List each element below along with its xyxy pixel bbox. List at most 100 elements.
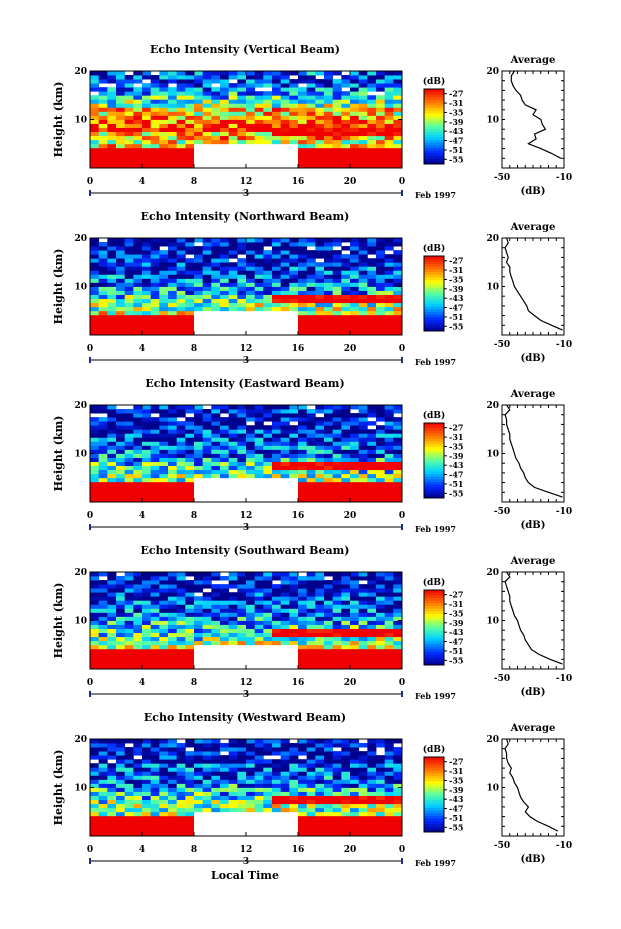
heatmap-cell — [324, 143, 334, 149]
date-label: 3 — [243, 523, 249, 533]
heatmap-cell — [150, 791, 160, 796]
heatmap-cell — [341, 608, 351, 613]
heatmap-cell — [202, 298, 212, 304]
heatmap-cell — [220, 298, 230, 304]
heatmap-cell — [254, 803, 264, 809]
heatmap-cell — [306, 644, 316, 650]
heatmap-cell — [367, 107, 377, 112]
heatmap-cell — [133, 262, 143, 267]
heatmap-cell — [202, 604, 212, 609]
heatmap-cell — [393, 493, 403, 499]
heatmap-cell — [393, 147, 403, 153]
heatmap-cell — [246, 139, 256, 145]
colorbar-tick-label: -51 — [449, 646, 463, 656]
heatmap-cell — [367, 306, 377, 312]
heatmap-cell — [159, 664, 169, 670]
heatmap-cell — [367, 636, 377, 642]
heatmap-cell — [133, 306, 143, 312]
heatmap-cell — [107, 262, 117, 267]
heatmap-cell — [272, 791, 282, 796]
heatmap-cell — [280, 270, 290, 275]
colorbar-segment — [424, 126, 444, 130]
heatmap-cell — [358, 91, 368, 96]
heatmap-cell — [341, 322, 351, 328]
heatmap-cell — [202, 294, 212, 300]
heatmap-cell — [384, 795, 394, 801]
colorbar-tick-label: -51 — [449, 145, 463, 155]
heatmap-cell — [306, 421, 316, 426]
heatmap-cell — [116, 787, 126, 792]
heatmap-cell — [98, 306, 108, 312]
heatmap-cell — [263, 95, 273, 100]
heatmap-cell — [220, 453, 230, 458]
x-tick-label: 12 — [240, 678, 253, 688]
heatmap-cell — [358, 421, 368, 426]
heatmap-cell — [350, 636, 360, 642]
heatmap-cell — [376, 330, 386, 336]
heatmap-cell — [393, 409, 403, 414]
heatmap-cell — [315, 330, 325, 336]
heatmap-cell — [124, 131, 134, 137]
heatmap-cell — [98, 127, 108, 133]
heatmap-cell — [254, 608, 264, 613]
heatmap-cell — [384, 246, 394, 251]
heatmap-cell — [228, 437, 238, 442]
heatmap-cell — [168, 600, 178, 605]
heatmap-cell — [315, 624, 325, 629]
heatmap-cell — [90, 787, 100, 792]
heatmap-cell — [220, 95, 230, 100]
heatmap-cell — [98, 640, 108, 646]
heatmap-cell — [237, 258, 247, 263]
heatmap-cell — [228, 429, 238, 434]
heatmap-cell — [228, 95, 238, 100]
heatmap-cell — [116, 71, 126, 76]
heatmap-cell — [150, 588, 160, 593]
heatmap-cell — [168, 238, 178, 243]
heatmap-cell — [298, 270, 308, 275]
heatmap-cell — [194, 306, 204, 312]
heatmap-cell — [176, 465, 186, 471]
heatmap-cell — [350, 600, 360, 605]
heatmap-cell — [367, 75, 377, 80]
heatmap-cell — [237, 103, 247, 108]
heatmap-cell — [289, 624, 299, 629]
heatmap-cell — [133, 767, 143, 772]
heatmap-cell — [263, 580, 273, 585]
heatmap-cell — [350, 242, 360, 247]
heatmap-cell — [384, 107, 394, 112]
heatmap-cell — [211, 592, 221, 597]
heatmap-cell — [298, 473, 308, 479]
heatmap-cell — [315, 103, 325, 108]
colorbar-segment — [424, 436, 444, 440]
heatmap-cell — [272, 417, 282, 422]
heatmap-cell — [350, 775, 360, 780]
heatmap-cell — [393, 250, 403, 255]
heatmap-cell — [107, 739, 117, 744]
heatmap-cell — [124, 445, 134, 450]
heatmap-cell — [315, 791, 325, 796]
heatmap-cell — [367, 576, 377, 581]
heatmap-cell — [150, 489, 160, 495]
heatmap-cell — [194, 266, 204, 271]
heatmap-cell — [324, 270, 334, 275]
heatmap-cell — [142, 433, 152, 438]
heatmap-cell — [176, 274, 186, 279]
heatmap-cell — [272, 636, 282, 642]
heatmap-cell — [254, 405, 264, 410]
heatmap-cell — [159, 775, 169, 780]
heatmap-cell — [298, 123, 308, 128]
heatmap-cell — [150, 477, 160, 483]
heatmap-cell — [176, 155, 186, 161]
heatmap-cell — [159, 298, 169, 304]
heatmap-cell — [298, 469, 308, 475]
heatmap-cell — [168, 95, 178, 100]
heatmap-cell — [159, 592, 169, 597]
heatmap-cell — [376, 449, 386, 454]
heatmap-cell — [341, 405, 351, 410]
heatmap-cell — [358, 127, 368, 133]
heatmap-cell — [358, 246, 368, 251]
heatmap-cell — [384, 155, 394, 161]
heatmap-cell — [150, 743, 160, 748]
heatmap-cell — [384, 111, 394, 116]
heatmap-cell — [185, 262, 195, 267]
